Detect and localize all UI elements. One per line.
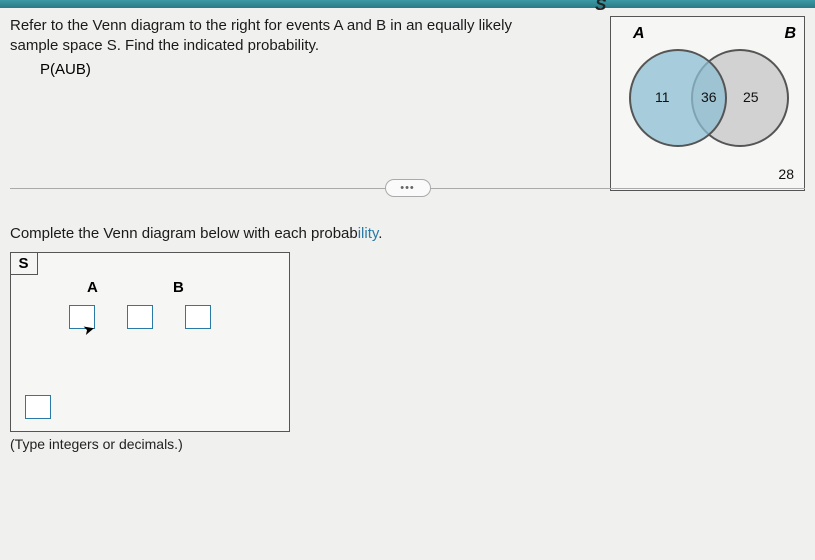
step-prompt-highlight: ility (358, 225, 379, 242)
ref-venn-value-onlyB: 25 (743, 89, 759, 105)
problem-line-1: Refer to the Venn diagram to the right f… (10, 17, 512, 34)
answer-input-onlyB[interactable] (185, 305, 211, 329)
ref-venn-value-onlyA: 11 (655, 89, 670, 105)
ref-venn-value-outside: 28 (778, 166, 794, 182)
ellipsis-icon: ••• (400, 182, 415, 194)
ref-venn-S-label: S (595, 0, 606, 15)
content-area: Refer to the Venn diagram to the right f… (0, 8, 815, 460)
step-prompt-suffix: . (378, 225, 382, 242)
answer-input-outside[interactable] (25, 395, 51, 419)
answer-venn-B-label: B (173, 279, 184, 296)
step-prompt-prefix: Complete the Venn diagram below with eac… (10, 225, 358, 242)
window-top-bar (0, 0, 815, 8)
problem-line-2: sample space S. Find the indicated proba… (10, 37, 319, 54)
ref-venn-value-intersection: 36 (701, 89, 717, 105)
ref-venn-A-label: A (633, 25, 645, 43)
problem-statement: Refer to the Venn diagram to the right f… (10, 16, 570, 55)
ref-venn-B-label: B (784, 25, 796, 43)
answer-input-intersection[interactable] (127, 305, 153, 329)
answer-venn-S-label: S (10, 252, 38, 275)
answer-hint: (Type integers or decimals.) (10, 436, 805, 452)
reference-venn-diagram: S A B 11 36 25 28 (610, 16, 805, 191)
answer-venn-box: S A B ➤ (10, 252, 290, 432)
section-divider: ••• (10, 188, 805, 189)
step-prompt: Complete the Venn diagram below with eac… (10, 225, 805, 242)
answer-venn-A-label: A (87, 279, 98, 296)
expand-button[interactable]: ••• (385, 179, 431, 197)
